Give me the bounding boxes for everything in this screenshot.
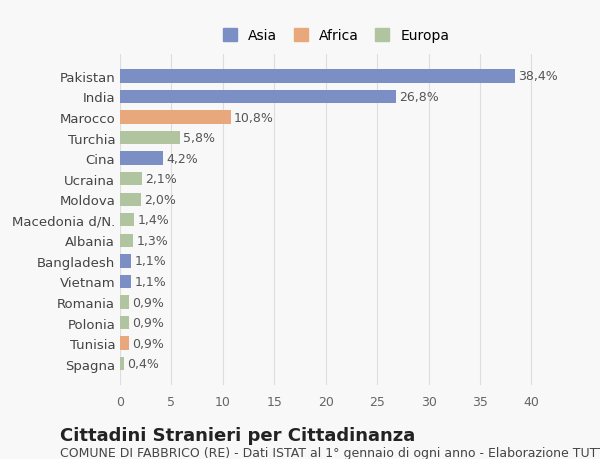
Text: 4,2%: 4,2% bbox=[166, 152, 198, 165]
Text: 2,1%: 2,1% bbox=[145, 173, 176, 186]
Bar bbox=[120, 275, 131, 289]
Bar bbox=[120, 111, 231, 124]
Text: 1,1%: 1,1% bbox=[134, 275, 166, 288]
Text: 1,3%: 1,3% bbox=[136, 235, 168, 247]
Text: 38,4%: 38,4% bbox=[518, 70, 558, 83]
Bar bbox=[120, 152, 163, 165]
Text: 0,9%: 0,9% bbox=[133, 316, 164, 330]
Bar bbox=[120, 213, 134, 227]
Bar bbox=[120, 173, 142, 186]
Text: 2,0%: 2,0% bbox=[143, 193, 176, 206]
Text: 26,8%: 26,8% bbox=[399, 91, 439, 104]
Legend: Asia, Africa, Europa: Asia, Africa, Europa bbox=[216, 22, 456, 50]
Text: 1,4%: 1,4% bbox=[137, 214, 169, 227]
Bar bbox=[120, 296, 129, 309]
Text: Cittadini Stranieri per Cittadinanza: Cittadini Stranieri per Cittadinanza bbox=[60, 426, 415, 444]
Bar bbox=[120, 132, 179, 145]
Text: 1,1%: 1,1% bbox=[134, 255, 166, 268]
Text: 0,9%: 0,9% bbox=[133, 296, 164, 309]
Bar bbox=[120, 193, 140, 207]
Text: 0,9%: 0,9% bbox=[133, 337, 164, 350]
Bar bbox=[120, 234, 133, 247]
Text: 10,8%: 10,8% bbox=[234, 111, 274, 124]
Bar bbox=[120, 316, 129, 330]
Bar bbox=[120, 70, 515, 84]
Bar bbox=[120, 90, 395, 104]
Text: COMUNE DI FABBRICO (RE) - Dati ISTAT al 1° gennaio di ogni anno - Elaborazione T: COMUNE DI FABBRICO (RE) - Dati ISTAT al … bbox=[60, 446, 600, 459]
Text: 5,8%: 5,8% bbox=[183, 132, 215, 145]
Bar bbox=[120, 255, 131, 268]
Bar bbox=[120, 357, 124, 370]
Bar bbox=[120, 337, 129, 350]
Text: 0,4%: 0,4% bbox=[127, 358, 159, 370]
